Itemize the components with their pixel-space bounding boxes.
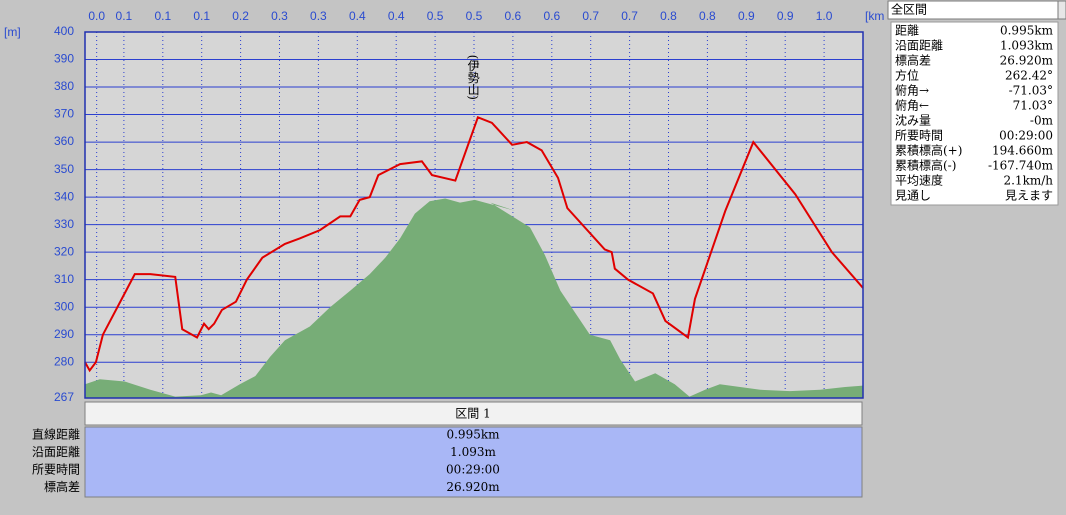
section-body-bg	[84, 426, 863, 498]
y-tick-label: 370	[54, 107, 74, 121]
x-tick-label: 0.5	[427, 9, 444, 23]
x-unit: [km	[865, 9, 884, 23]
route-line	[84, 115, 864, 373]
summary-key: 俯角←	[895, 98, 929, 113]
summary-key: 標高差	[895, 53, 931, 68]
x-tick-label: 0.2	[232, 9, 249, 23]
terrain-area	[85, 198, 863, 398]
section-table: 直線距離 0.995km 沿面距離 1.093m 所要時間 00:29:00 標高差 26.9…	[32, 427, 500, 495]
summary-key: 俯角→	[895, 83, 929, 98]
x-tick-label: 0.4	[349, 9, 366, 23]
summary-key: 沈み量	[895, 113, 931, 128]
y-tick-label: 330	[54, 217, 74, 231]
section-value: 0.995km	[446, 428, 500, 442]
summary-value: 00:29:00	[999, 129, 1053, 143]
summary-value: 0.995km	[1000, 24, 1054, 38]
x-tick-label: 0.1	[116, 9, 133, 23]
y-tick-label: 300	[54, 299, 74, 313]
summary-key: 累積標高(+)	[895, 143, 962, 158]
x-tick-label: 0.6	[505, 9, 522, 23]
y-tick-label: 400	[54, 24, 74, 38]
summary-key: 沿面距離	[895, 39, 943, 53]
summary-key: 距離	[895, 24, 919, 38]
y-tick-label: 310	[54, 272, 74, 286]
summary-value: -0m	[1030, 114, 1054, 128]
x-tick-label: 0.8	[660, 9, 677, 23]
x-tick-label: 0.4	[388, 9, 405, 23]
peak-label: (伊勢山)	[466, 55, 480, 100]
summary-key: 所要時間	[895, 129, 943, 143]
summary-value: 2.1km/h	[1003, 174, 1053, 188]
y-tick-label: 390	[54, 52, 74, 66]
y-tick-label: 267	[54, 390, 74, 404]
y-tick-label: 380	[54, 79, 74, 93]
plot: (伊勢山)	[84, 31, 864, 399]
selector-text[interactable]: 全区間	[891, 2, 927, 17]
section-label: 沿面距離	[32, 445, 80, 459]
summary-bg	[890, 21, 1059, 206]
x-tick-label: 0.9	[738, 9, 755, 23]
x-tick-label: 0.3	[310, 9, 327, 23]
y-tick-label: 320	[54, 244, 74, 258]
x-tick-label: 0.7	[621, 9, 638, 23]
x-tick-label: 1.0	[816, 9, 833, 23]
section-value: 26.920m	[446, 480, 500, 494]
summary-value: 194.660m	[992, 144, 1054, 158]
summary-value: 1.093km	[1000, 39, 1054, 53]
summary-value: 見えます	[1005, 189, 1053, 203]
x-tick-label: 0.8	[699, 9, 716, 23]
summary-key: 方位	[895, 68, 919, 83]
summary-value: -167.740m	[988, 159, 1054, 173]
y-unit: [m]	[4, 25, 21, 39]
x-tick-label: 0.3	[271, 9, 288, 23]
section-header-bg	[84, 401, 863, 426]
section-header[interactable]: 区間 1	[455, 407, 490, 421]
y-tick-label: 280	[54, 354, 74, 368]
section-label: 標高差	[44, 479, 80, 494]
section-value: 00:29:00	[446, 463, 500, 477]
y-tick-label: 340	[54, 189, 74, 203]
summary-value: 262.42°	[1005, 69, 1053, 83]
summary-value: 26.920m	[1000, 54, 1054, 68]
summary-table: 距離 0.995km 沿面距離 1.093km 標高差 26.920m 方位 262.42° 俯…	[895, 24, 1054, 203]
y-tick-label: 290	[54, 327, 74, 341]
x-tick-label: 0.1	[193, 9, 210, 23]
x-tick-label: 0.0	[88, 9, 105, 23]
summary-key: 見通し	[895, 189, 931, 203]
summary-key: 累積標高(-)	[895, 158, 956, 173]
summary-key: 平均速度	[895, 173, 943, 188]
summary-value: -71.03°	[1009, 84, 1053, 98]
plot-border	[84, 31, 864, 399]
selector-button[interactable]	[1057, 0, 1066, 20]
x-tick-label: 0.1	[154, 9, 171, 23]
x-tick-label: 0.6	[543, 9, 560, 23]
x-tick-label: 0.9	[777, 9, 794, 23]
section-value: 1.093m	[450, 445, 496, 459]
x-tick-label: 0.5	[466, 9, 483, 23]
x-tick-label: 0.7	[582, 9, 599, 23]
section-label: 所要時間	[32, 463, 80, 477]
y-tick-label: 350	[54, 162, 74, 176]
y-tick-label: 360	[54, 134, 74, 148]
summary-value: 71.03°	[1013, 99, 1053, 113]
section-label: 直線距離	[32, 427, 80, 442]
